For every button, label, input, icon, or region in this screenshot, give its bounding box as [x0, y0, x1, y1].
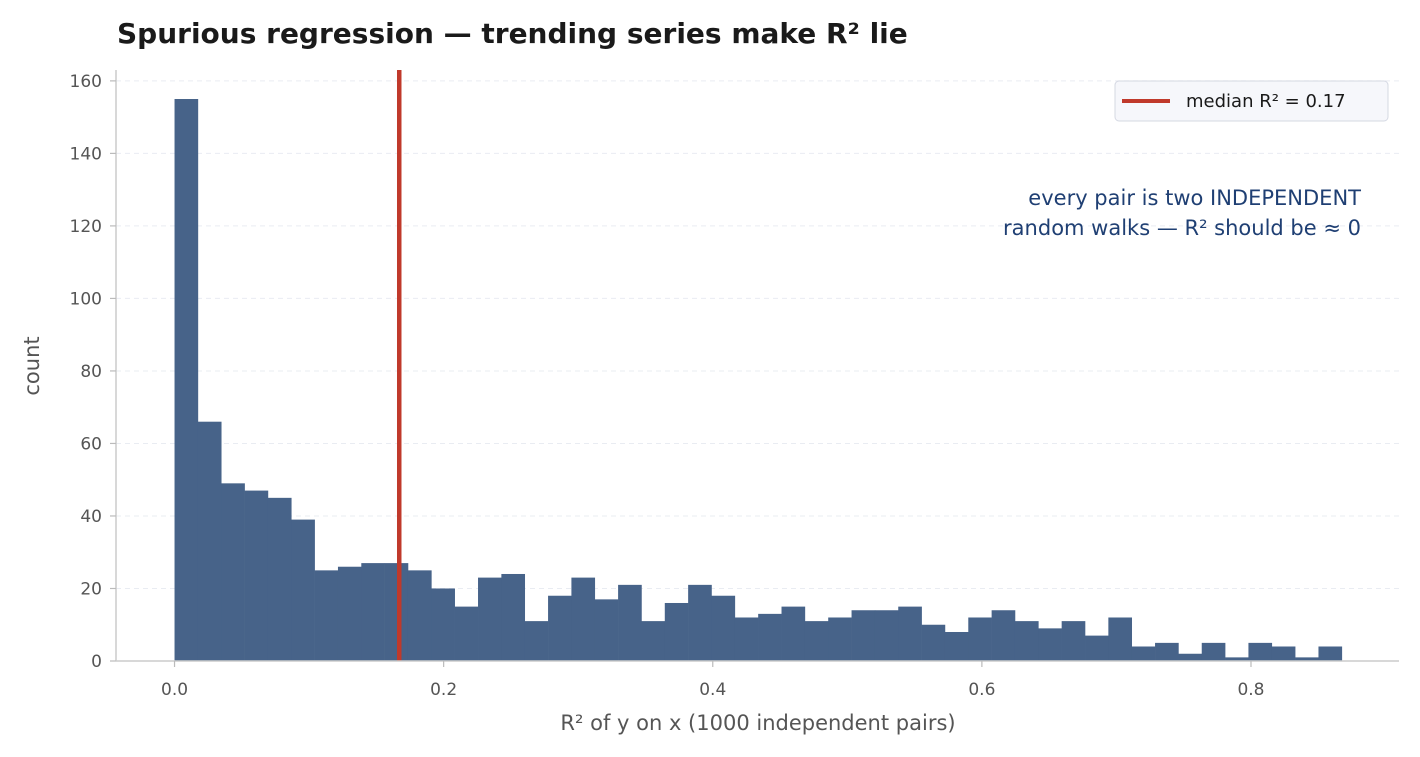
- histogram-bar: [1271, 646, 1296, 661]
- histogram-bar: [431, 588, 455, 661]
- histogram-bar: [361, 563, 385, 661]
- histogram-bar: [641, 621, 666, 661]
- histogram-bar: [478, 577, 502, 661]
- histogram-bar: [1061, 621, 1086, 661]
- bars-layer: [174, 99, 1343, 662]
- x-tick-label: 0.8: [1237, 680, 1264, 700]
- histogram-bar: [454, 606, 479, 661]
- histogram-bar: [874, 610, 899, 661]
- histogram-bar: [1085, 635, 1109, 661]
- histogram-bar: [1131, 646, 1156, 661]
- histogram-bar: [174, 99, 199, 662]
- histogram-bar: [1225, 657, 1249, 661]
- histogram-bar: [267, 497, 292, 661]
- x-tick-label: 0.2: [430, 680, 457, 700]
- legend-label: median R² = 0.17: [1186, 91, 1346, 112]
- histogram-bar: [1248, 642, 1273, 661]
- histogram-bar: [1295, 657, 1319, 661]
- x-tick-label: 0.4: [699, 680, 726, 700]
- histogram-bar: [1038, 628, 1062, 661]
- x-ticks: 0.0 0.2 0.4 0.6 0.8: [161, 661, 1265, 700]
- x-axis-label: R² of y on x (1000 independent pairs): [560, 711, 955, 735]
- histogram-bar: [618, 584, 642, 661]
- histogram-bar: [197, 421, 222, 661]
- y-tick-label: 20: [80, 579, 102, 599]
- histogram-bar: [664, 602, 689, 661]
- histogram-bar: [991, 610, 1016, 661]
- y-tick-label: 120: [70, 217, 102, 237]
- grid-layer: [116, 80, 1399, 589]
- histogram-bar: [781, 606, 806, 661]
- histogram-bar: [1014, 621, 1039, 661]
- histogram-bar: [688, 584, 712, 661]
- annotation: every pair is two INDEPENDENT random wal…: [1003, 186, 1361, 240]
- histogram-bar: [968, 617, 992, 661]
- histogram-bar: [524, 621, 549, 661]
- histogram-bar: [1201, 642, 1226, 661]
- histogram-bar: [291, 519, 315, 661]
- histogram-bar: [501, 573, 526, 661]
- histogram-bar: [407, 570, 432, 661]
- x-tick-label: 0.6: [968, 680, 995, 700]
- histogram-bar: [337, 566, 362, 661]
- y-tick-label: 80: [80, 362, 102, 382]
- histogram-bar: [898, 606, 922, 661]
- histogram-bar: [548, 595, 572, 661]
- histogram-bar: [734, 617, 759, 661]
- legend: median R² = 0.17: [1114, 80, 1389, 122]
- y-axis-label: count: [20, 336, 44, 395]
- histogram-bar: [944, 631, 969, 661]
- histogram-bar: [571, 577, 596, 661]
- histogram-bar: [828, 617, 852, 661]
- annotation-line-1: every pair is two INDEPENDENT: [1028, 186, 1361, 210]
- y-tick-label: 100: [70, 289, 102, 309]
- histogram-bar: [921, 624, 946, 661]
- y-tick-label: 0: [91, 652, 102, 672]
- axes-layer: [115, 70, 1399, 662]
- histogram-bar: [1178, 653, 1203, 661]
- y-ticks: 0 20 40 60 80 100 120 140 160: [70, 72, 116, 672]
- histogram-bar: [711, 595, 736, 661]
- histogram-bar: [384, 563, 409, 661]
- y-tick-label: 160: [70, 72, 102, 92]
- histogram-bar: [244, 490, 269, 661]
- x-tick-label: 0.0: [161, 680, 188, 700]
- histogram-bar: [1155, 642, 1179, 661]
- y-tick-label: 60: [80, 434, 102, 454]
- histogram-bar: [1318, 646, 1343, 661]
- legend-box: [1114, 80, 1389, 122]
- chart-title: Spurious regression — trending series ma…: [117, 17, 908, 50]
- histogram-bar: [314, 570, 339, 661]
- histogram-bar: [758, 613, 782, 661]
- histogram-bar: [851, 610, 876, 661]
- y-tick-label: 40: [80, 507, 102, 527]
- histogram-bar: [1108, 617, 1133, 661]
- histogram-bar: [804, 621, 829, 661]
- histogram-bar: [221, 483, 245, 661]
- y-tick-label: 140: [70, 144, 102, 164]
- histogram-bar: [594, 599, 619, 661]
- annotation-line-2: random walks — R² should be ≈ 0: [1003, 216, 1361, 240]
